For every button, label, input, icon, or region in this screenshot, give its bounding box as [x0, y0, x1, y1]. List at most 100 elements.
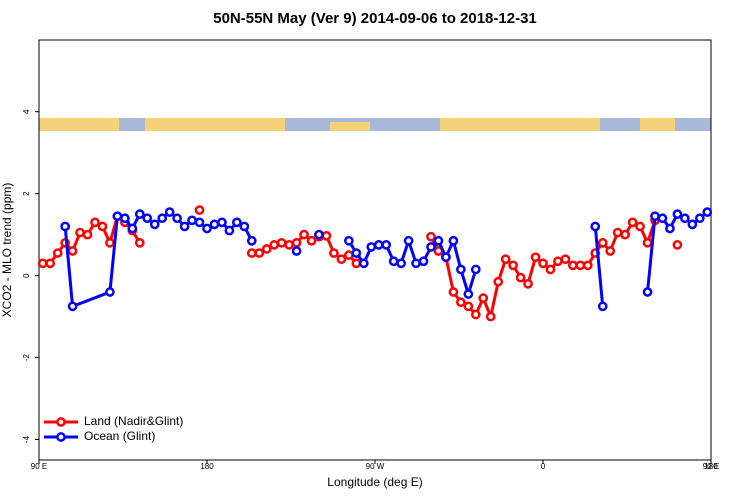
data-point — [232, 217, 242, 228]
data-point — [426, 242, 436, 252]
data-point — [680, 213, 690, 224]
data-point — [620, 229, 630, 240]
x-tick-label: 0 — [541, 462, 546, 471]
data-point — [157, 213, 168, 224]
x-tick-label: 90 W — [366, 462, 385, 471]
data-point — [284, 240, 294, 250]
data-point — [90, 217, 100, 228]
data-point — [582, 260, 593, 271]
data-point — [388, 256, 399, 267]
data-point — [187, 215, 197, 226]
data-point — [105, 237, 115, 248]
data-point — [657, 213, 668, 224]
data-point — [665, 223, 675, 234]
data-point — [470, 309, 481, 320]
data-point — [291, 237, 302, 248]
data-point — [560, 254, 571, 265]
data-point — [291, 246, 302, 256]
y-tick-label: 0 — [22, 273, 31, 278]
data-point — [635, 221, 645, 232]
data-point — [515, 272, 526, 283]
data-point — [463, 289, 474, 299]
data-point — [52, 248, 63, 258]
data-point — [172, 213, 182, 224]
data-point — [344, 235, 354, 246]
data-point — [67, 301, 78, 312]
legend-marker — [56, 417, 66, 427]
data-point — [209, 219, 220, 230]
data-point — [224, 225, 235, 236]
data-point — [358, 258, 369, 269]
data-point — [142, 213, 153, 224]
data-point — [67, 246, 78, 256]
data-point — [254, 248, 265, 258]
data-point — [612, 227, 623, 238]
data-point — [448, 235, 459, 246]
x-axis-label: Longitude (deg E) — [327, 475, 422, 489]
data-point — [105, 287, 115, 297]
data-point — [642, 237, 653, 248]
y-tick-label: 2 — [22, 191, 31, 196]
data-point — [597, 301, 608, 312]
data-point — [485, 311, 496, 322]
data-point — [217, 217, 227, 228]
data-point — [694, 213, 705, 224]
data-point — [650, 211, 660, 222]
data-point — [575, 260, 586, 271]
data-point — [299, 229, 309, 240]
data-point — [493, 276, 504, 287]
data-point — [627, 217, 638, 228]
legend-label: Ocean (Glint) — [84, 429, 155, 443]
data-point — [553, 256, 563, 267]
legend-marker — [56, 432, 66, 442]
data-point — [149, 219, 160, 230]
data-point — [194, 205, 205, 215]
data-point — [127, 223, 138, 234]
land-ocean-strip — [39, 118, 711, 131]
data-point — [373, 240, 384, 250]
data-point — [456, 264, 466, 275]
data-point — [441, 252, 451, 263]
data-point — [590, 221, 601, 232]
data-point — [60, 221, 70, 232]
data-point — [597, 237, 608, 248]
data-point — [321, 231, 332, 241]
data-point — [523, 278, 533, 289]
data-point — [418, 256, 429, 267]
y-tick-label: -2 — [22, 353, 31, 361]
data-point — [530, 252, 541, 263]
data-point — [134, 209, 145, 219]
data-point — [344, 250, 354, 260]
x-tick-label: 90 E — [703, 462, 719, 471]
data-point — [470, 264, 481, 275]
data-point — [500, 254, 511, 265]
data-point — [687, 219, 698, 230]
data-point — [45, 258, 56, 269]
data-point — [120, 213, 130, 224]
x-tick-label: 90 E — [31, 462, 47, 471]
data-point — [463, 301, 474, 312]
data-point — [403, 235, 414, 246]
data-point — [97, 221, 108, 232]
data-point — [381, 240, 392, 250]
data-point — [314, 229, 324, 240]
data-point — [164, 207, 175, 217]
data-point — [411, 258, 421, 269]
legend-label: Land (Nadir&Glint) — [84, 414, 183, 428]
data-point — [672, 240, 683, 250]
data-point — [538, 258, 548, 269]
data-point — [605, 246, 616, 256]
chart-title: 50N-55N May (Ver 9) 2014-09-06 to 2018-1… — [213, 10, 537, 27]
data-point — [672, 209, 683, 219]
data-point — [448, 287, 459, 297]
data-point — [269, 240, 280, 250]
data-point — [433, 235, 444, 246]
data-point — [568, 260, 578, 271]
data-point — [642, 287, 653, 297]
data-point — [426, 231, 436, 242]
data-point — [396, 258, 406, 269]
data-point — [134, 237, 145, 248]
data-point — [246, 248, 257, 258]
data-point — [37, 258, 48, 269]
